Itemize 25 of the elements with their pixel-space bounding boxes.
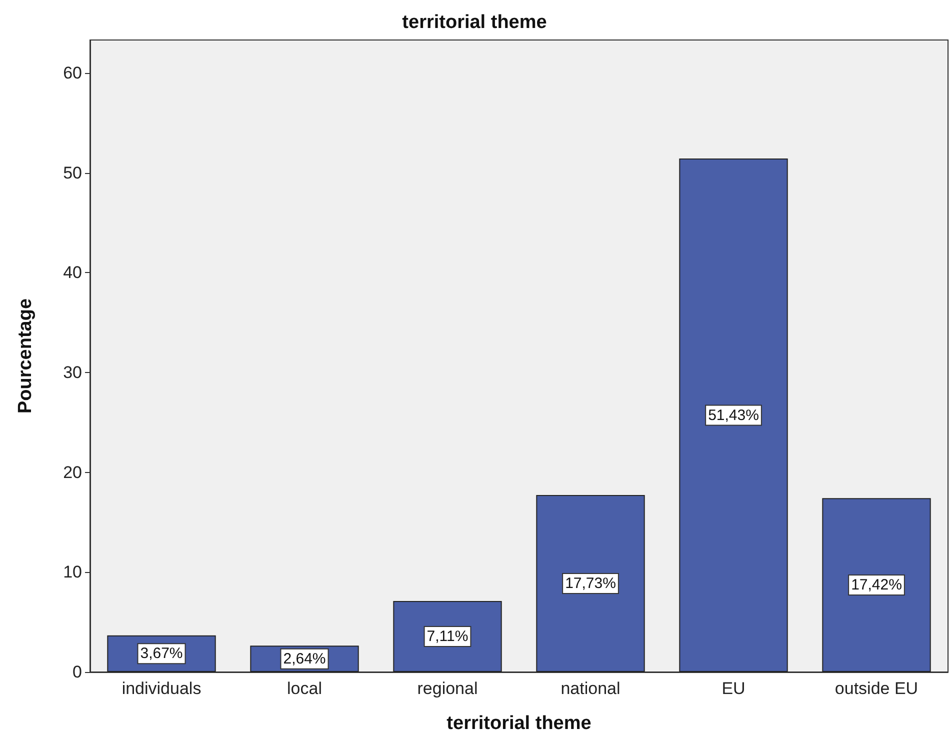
data-label: 17,73% bbox=[565, 574, 616, 592]
data-label: 7,11% bbox=[426, 628, 468, 646]
y-tick-label: 30 bbox=[63, 362, 82, 382]
bar bbox=[679, 158, 788, 672]
y-tick-label: 60 bbox=[63, 63, 82, 82]
y-tick-label: 40 bbox=[63, 263, 82, 282]
y-tick-label: 50 bbox=[63, 163, 82, 182]
y-tick-label: 20 bbox=[63, 462, 82, 482]
x-tick-label: regional bbox=[417, 679, 478, 698]
x-tick-label: local bbox=[287, 679, 322, 698]
bar bbox=[536, 494, 645, 672]
data-label: 2,64% bbox=[283, 650, 326, 668]
x-tick-label: individuals bbox=[122, 679, 202, 698]
x-tick-label: national bbox=[560, 679, 620, 698]
data-label: 17,42% bbox=[851, 576, 902, 594]
y-axis-title: Pourcentage bbox=[15, 298, 36, 414]
x-axis-title: territorial theme bbox=[446, 713, 592, 734]
chart-title: territorial theme bbox=[402, 12, 547, 33]
y-tick-label: 0 bbox=[72, 662, 82, 682]
bar bbox=[822, 498, 931, 672]
data-label: 3,67% bbox=[140, 645, 183, 662]
data-label: 51,43% bbox=[708, 406, 759, 424]
x-tick-label: EU bbox=[722, 679, 746, 698]
x-tick-label: outside EU bbox=[834, 679, 918, 698]
y-tick-label: 10 bbox=[63, 562, 82, 582]
